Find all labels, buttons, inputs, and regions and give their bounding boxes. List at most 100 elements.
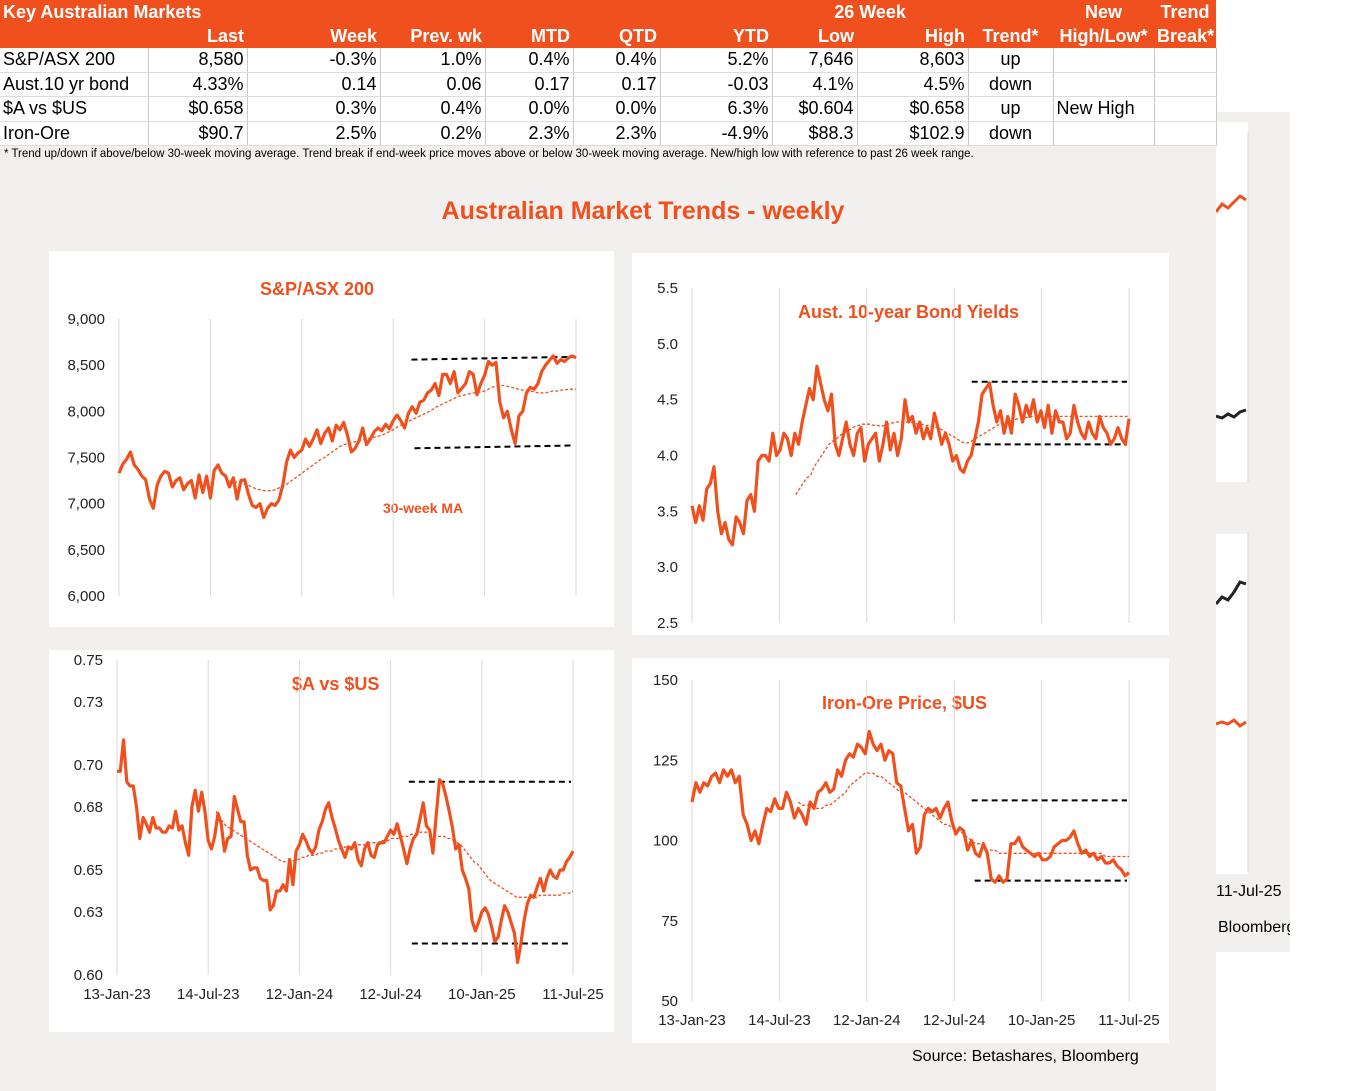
x-tick-label: 12-Jul-24	[359, 986, 422, 1003]
table-row: Iron-Ore $90.7 2.5% 0.2% 2.3% 2.3% -4.9%…	[0, 121, 1217, 146]
table-cell	[1053, 48, 1155, 73]
table-cell: 0.0%	[573, 96, 661, 122]
table-header-row-1: Key Australian Markets 26 Week New Trend	[0, 0, 1217, 24]
chart-panel-bond-yields: Aust. 10-year Bond Yields 2.5 3.0 3.5 4.0 4.…	[632, 253, 1169, 635]
y-tick-label: 0.73	[74, 694, 103, 711]
moving-average-line	[215, 810, 574, 898]
table-cell: 4.5%	[857, 72, 969, 97]
y-tick-label: 125	[653, 752, 678, 769]
chart-title: Aust. 10-year Bond Yields	[798, 302, 1020, 322]
y-tick-label: 5.0	[657, 336, 678, 353]
y-tick-label: 4.5	[657, 392, 678, 409]
fragment-line-black-2	[1216, 580, 1247, 605]
chart-panel-iron-ore: Iron-Ore Price, $US 50 75 100 125 150 13-Jan-…	[632, 658, 1169, 1043]
y-tick-label: 0.68	[74, 799, 103, 816]
column-header-break: Break*	[1154, 24, 1217, 48]
table-cell: 7,646	[772, 48, 858, 73]
main-title: Australian Market Trends - weekly	[441, 197, 845, 225]
table-cell: 0.17	[485, 72, 574, 97]
x-tick-label: 12-Jul-24	[923, 1012, 986, 1029]
table-cell: 1.0%	[380, 48, 486, 73]
y-tick-label: 8,500	[67, 357, 105, 374]
table-cell-name: Iron-Ore	[0, 121, 149, 146]
y-tick-label: 100	[653, 833, 678, 850]
table-cell: 0.17	[573, 72, 661, 97]
fragment-source-label: Bloomberg	[1218, 919, 1290, 936]
table-cell: 0.4%	[380, 96, 486, 122]
table-title: Key Australian Markets	[0, 0, 486, 24]
table-header-row-2: Last Week Prev. wk MTD QTD YTD Low High …	[0, 24, 1217, 48]
table-cell: down	[968, 72, 1054, 97]
column-header-ytd: YTD	[660, 24, 773, 48]
table-cell-name: S&P/ASX 200	[0, 48, 149, 73]
range-high-line	[411, 355, 575, 361]
table-cell: $88.3	[772, 121, 858, 146]
table-cell: 6.3%	[660, 96, 773, 122]
x-tick-label: 10-Jan-25	[448, 986, 516, 1003]
y-tick-label: 3.5	[657, 503, 678, 520]
price-line	[117, 738, 575, 964]
table-cell: 0.2%	[380, 121, 486, 146]
chart-title: Iron-Ore Price, $US	[822, 693, 988, 713]
y-tick-label: 150	[653, 672, 678, 689]
table-cell: 0.06	[380, 72, 486, 97]
group-header-26-week: 26 Week	[772, 0, 969, 24]
y-tick-label: 6,500	[67, 542, 105, 559]
header-trend: Trend	[1154, 0, 1217, 24]
y-tick-label: 50	[661, 993, 678, 1010]
column-header-last: Last	[148, 24, 247, 48]
price-line	[690, 364, 1131, 547]
table-footnote: * Trend up/down if above/below 30-week m…	[4, 148, 974, 160]
x-tick-label: 13-Jan-23	[83, 986, 151, 1003]
column-header-qtd: QTD	[573, 24, 661, 48]
bond-yields-chart: 2.5 3.0 3.5 4.0 4.5 5.0 5.5	[657, 280, 1131, 632]
right-edge-fragment: 11-Jul-25 Bloomberg	[1216, 132, 1290, 936]
column-header-week: Week	[247, 24, 380, 48]
right-edge-panel-top	[1216, 122, 1248, 482]
iron-ore-chart: 50 75 100 125 150 13-Jan-23 14-Jul-23 12-Jan-24…	[653, 672, 1160, 1029]
chart-title: S&P/ASX 200	[260, 279, 375, 299]
y-tick-label: 9,000	[67, 311, 105, 328]
column-header-low: Low	[772, 24, 858, 48]
table-cell: 4.1%	[772, 72, 858, 97]
table-cell: -0.3%	[247, 48, 381, 73]
column-header-mtd: MTD	[485, 24, 574, 48]
table-cell: up	[968, 48, 1054, 73]
table-cell	[1053, 72, 1155, 97]
range-low-line	[414, 444, 575, 450]
x-tick-label: 13-Jan-23	[658, 1012, 726, 1029]
table-cell: 8,580	[148, 48, 248, 73]
y-tick-label: 0.63	[74, 904, 103, 921]
column-header-trend: Trend*	[968, 24, 1054, 48]
table-cell	[1053, 121, 1155, 146]
table-cell: $0.604	[772, 96, 858, 122]
table-cell: 0.3%	[247, 96, 381, 122]
asx200-chart: 6,000 6,500 7,000 7,500 8,000 8,500 9,000	[67, 311, 577, 605]
y-tick-label: 3.0	[657, 559, 678, 576]
table-cell: 5.2%	[660, 48, 773, 73]
table-cell: $0.658	[148, 96, 248, 122]
table-cell: $102.9	[857, 121, 969, 146]
column-header-high: High	[857, 24, 969, 48]
table-cell: 4.33%	[148, 72, 248, 97]
table-cell	[1154, 121, 1217, 146]
table-cell: 8,603	[857, 48, 969, 73]
y-tick-label: 7,000	[67, 496, 105, 513]
table-cell-name: Aust.10 yr bond	[0, 72, 149, 97]
y-tick-label: 7,500	[67, 450, 105, 467]
moving-average-line	[797, 772, 1129, 858]
table-cell: -0.03	[660, 72, 773, 97]
x-tick-label: 11-Jul-25	[542, 986, 603, 1003]
source-note: Source: Betashares, Bloomberg	[912, 1048, 1139, 1065]
x-tick-label: 12-Jan-24	[833, 1012, 901, 1029]
table-row: S&P/ASX 200 8,580 -0.3% 1.0% 0.4% 0.4% 5…	[0, 48, 1217, 73]
table-cell: 0.4%	[573, 48, 661, 73]
table-cell: 2.5%	[247, 121, 381, 146]
table-cell	[1154, 72, 1217, 97]
column-header-prev-wk: Prev. wk	[380, 24, 486, 48]
y-tick-label: 2.5	[657, 615, 678, 632]
fragment-date-label: 11-Jul-25	[1216, 883, 1282, 900]
y-tick-label: 75	[661, 913, 678, 930]
chart-panel-aud-usd: $A vs $US 0.60 0.63 0.65 0.68 0.70 0.73 0.75 13…	[49, 650, 614, 1032]
y-tick-label: 4.0	[657, 448, 678, 465]
